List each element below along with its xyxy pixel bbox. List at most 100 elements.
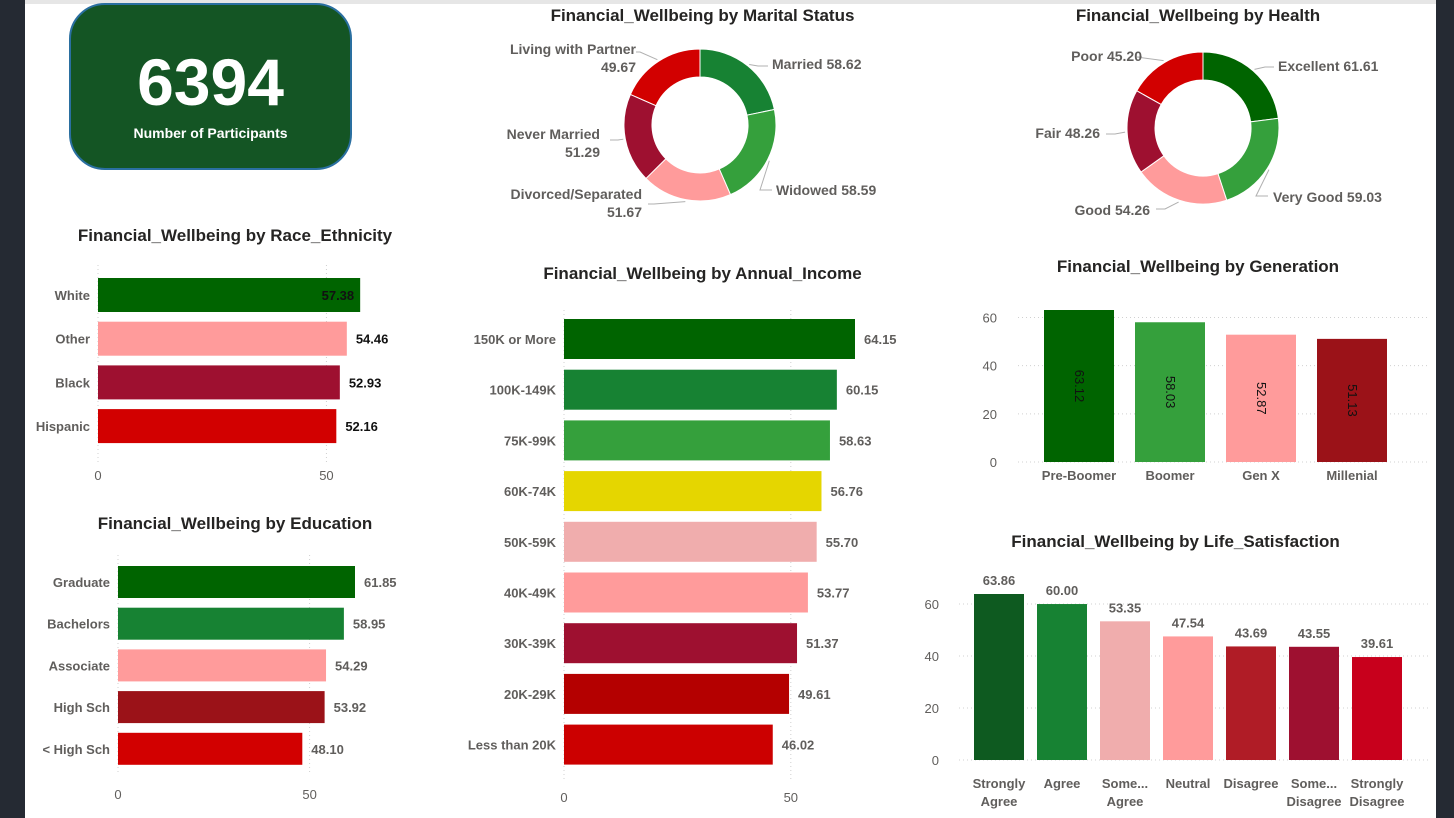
- data-label: 49.61: [798, 687, 831, 702]
- data-label: 56.76: [830, 484, 863, 499]
- data-label: 43.55: [1298, 626, 1331, 641]
- slice-very-good: [1217, 117, 1280, 201]
- bar-strongly-disagree: [1352, 657, 1402, 760]
- data-label: 39.61: [1361, 636, 1394, 651]
- right-border: [1436, 0, 1454, 818]
- bar-75k-99k: [564, 420, 830, 461]
- leader-line: [749, 63, 768, 67]
- bar-white: [98, 278, 361, 312]
- slice-living-with-partner: [629, 48, 701, 107]
- bar-high-sch: [118, 691, 325, 724]
- data-label: 54.29: [335, 658, 368, 673]
- race-ethnicity-chart[interactable]: Financial_Wellbeing by Race_Ethnicity 0 5…: [25, 215, 445, 495]
- bar-40k-49k: [564, 572, 808, 613]
- data-label: 55.70: [826, 535, 859, 550]
- x-tick-label: 50: [319, 468, 333, 483]
- y-tick-label: 60: [983, 311, 997, 326]
- slice-value: 51.29: [565, 144, 600, 160]
- bar-hispanic: [98, 409, 337, 444]
- bar-30k-39k: [564, 623, 798, 664]
- category-label: Agree: [1107, 794, 1144, 809]
- category-label: Graduate: [53, 575, 110, 590]
- category-label: Pre-Boomer: [1042, 468, 1116, 483]
- slice-label: Widowed 58.59: [776, 182, 876, 198]
- y-tick-label: 0: [932, 753, 939, 768]
- bar-black: [98, 365, 340, 400]
- bar-neutral: [1163, 636, 1213, 760]
- data-label: 53.92: [334, 700, 367, 715]
- leader-line: [610, 138, 624, 141]
- category-label: < High Sch: [42, 742, 110, 757]
- x-tick-label: 0: [560, 790, 567, 805]
- bar-20k-29k: [564, 673, 790, 714]
- data-label: 52.16: [345, 419, 378, 434]
- bar-strongly-agree: [974, 594, 1024, 760]
- marital-status-chart[interactable]: Financial_Wellbeing by Marital Status Ma…: [450, 0, 955, 225]
- slice-label: Good 54.26: [1075, 202, 1151, 218]
- data-label: 51.13: [1345, 384, 1360, 417]
- chart-title: Financial_Wellbeing by Marital Status: [550, 6, 855, 25]
- y-tick-label: 40: [983, 359, 997, 374]
- category-label: Black: [55, 375, 90, 390]
- bar-pre-boomer: [1044, 310, 1114, 462]
- slice-poor: [1136, 51, 1204, 106]
- life-satisfaction-chart[interactable]: Financial_Wellbeing by Life_Satisfaction…: [915, 520, 1436, 818]
- data-label: 54.46: [356, 332, 389, 347]
- bar-other: [98, 321, 347, 356]
- data-label: 43.69: [1235, 625, 1268, 640]
- life-column-svg: 0 20 40 60 Strongly Agree 63.86 Agree 60.00 Some.…: [925, 573, 1430, 809]
- leader-line: [636, 51, 658, 61]
- data-label: 48.10: [311, 742, 344, 757]
- y-tick-label: 40: [925, 649, 939, 664]
- slice-label: Living with Partner: [510, 41, 637, 57]
- chart-title: Financial_Wellbeing by Life_Satisfaction: [1011, 532, 1340, 551]
- category-label: High Sch: [54, 700, 110, 715]
- slice-label: Never Married: [507, 126, 600, 142]
- category-label: Less than 20K: [468, 738, 557, 753]
- x-tick-label: 0: [114, 787, 121, 802]
- data-label: 58.03: [1163, 376, 1178, 409]
- category-label: Associate: [49, 658, 110, 673]
- category-label: Other: [55, 332, 90, 347]
- category-label: Some...: [1102, 776, 1148, 791]
- generation-column-svg: 0 20 40 60 Pre-Boomer 63.12 Boomer 58.03 Gen X 52…: [983, 310, 1430, 483]
- data-label: 58.63: [839, 433, 872, 448]
- annual-income-chart[interactable]: Financial_Wellbeing by Annual_Income 0 50…: [450, 252, 955, 818]
- category-label: 50K-59K: [504, 535, 557, 550]
- category-label: Gen X: [1242, 468, 1280, 483]
- participants-kpi-card[interactable]: 6394 Number of Participants: [69, 3, 352, 170]
- slice-label: Fair 48.26: [1035, 125, 1100, 141]
- education-chart[interactable]: Financial_Wellbeing by Education 0 50 Grad…: [25, 505, 445, 818]
- data-label: 52.87: [1254, 382, 1269, 415]
- category-label: Disagree: [1350, 794, 1405, 809]
- category-label: 75K-99K: [504, 433, 557, 448]
- y-tick-label: 20: [925, 701, 939, 716]
- bar-150k-or-more: [564, 319, 855, 359]
- chart-title: Financial_Wellbeing by Generation: [1056, 257, 1340, 276]
- leader-line: [1156, 201, 1179, 210]
- slice-label: Divorced/Separated: [511, 186, 643, 202]
- slice-widowed: [718, 108, 777, 196]
- data-label: 53.35: [1109, 600, 1142, 615]
- x-tick-label: 50: [302, 787, 316, 802]
- y-tick-label: 0: [990, 455, 997, 470]
- data-label: 51.37: [806, 636, 839, 651]
- slice-excellent: [1202, 51, 1279, 123]
- leader-line: [1106, 131, 1126, 135]
- chart-title: Financial_Wellbeing by Education: [97, 514, 373, 533]
- category-label: Strongly: [973, 776, 1026, 791]
- health-chart[interactable]: Financial_Wellbeing by Health Excellent …: [960, 0, 1436, 225]
- category-label: 60K-74K: [504, 484, 557, 499]
- chart-title: Financial_Wellbeing by Annual_Income: [543, 264, 862, 283]
- leader-line: [1254, 66, 1274, 70]
- category-label: 20K-29K: [504, 687, 557, 702]
- bar-100k-149k: [564, 369, 837, 410]
- category-label: Hispanic: [36, 419, 90, 434]
- generation-chart[interactable]: Financial_Wellbeing by Generation 0 20 40 6…: [960, 245, 1436, 495]
- data-label: 47.54: [1172, 615, 1205, 630]
- data-label: 63.12: [1072, 370, 1087, 403]
- category-label: Disagree: [1224, 776, 1279, 791]
- data-label: 60.00: [1046, 583, 1079, 598]
- kpi-label: Number of Participants: [133, 125, 288, 141]
- chart-title: Financial_Wellbeing by Health: [1075, 6, 1321, 25]
